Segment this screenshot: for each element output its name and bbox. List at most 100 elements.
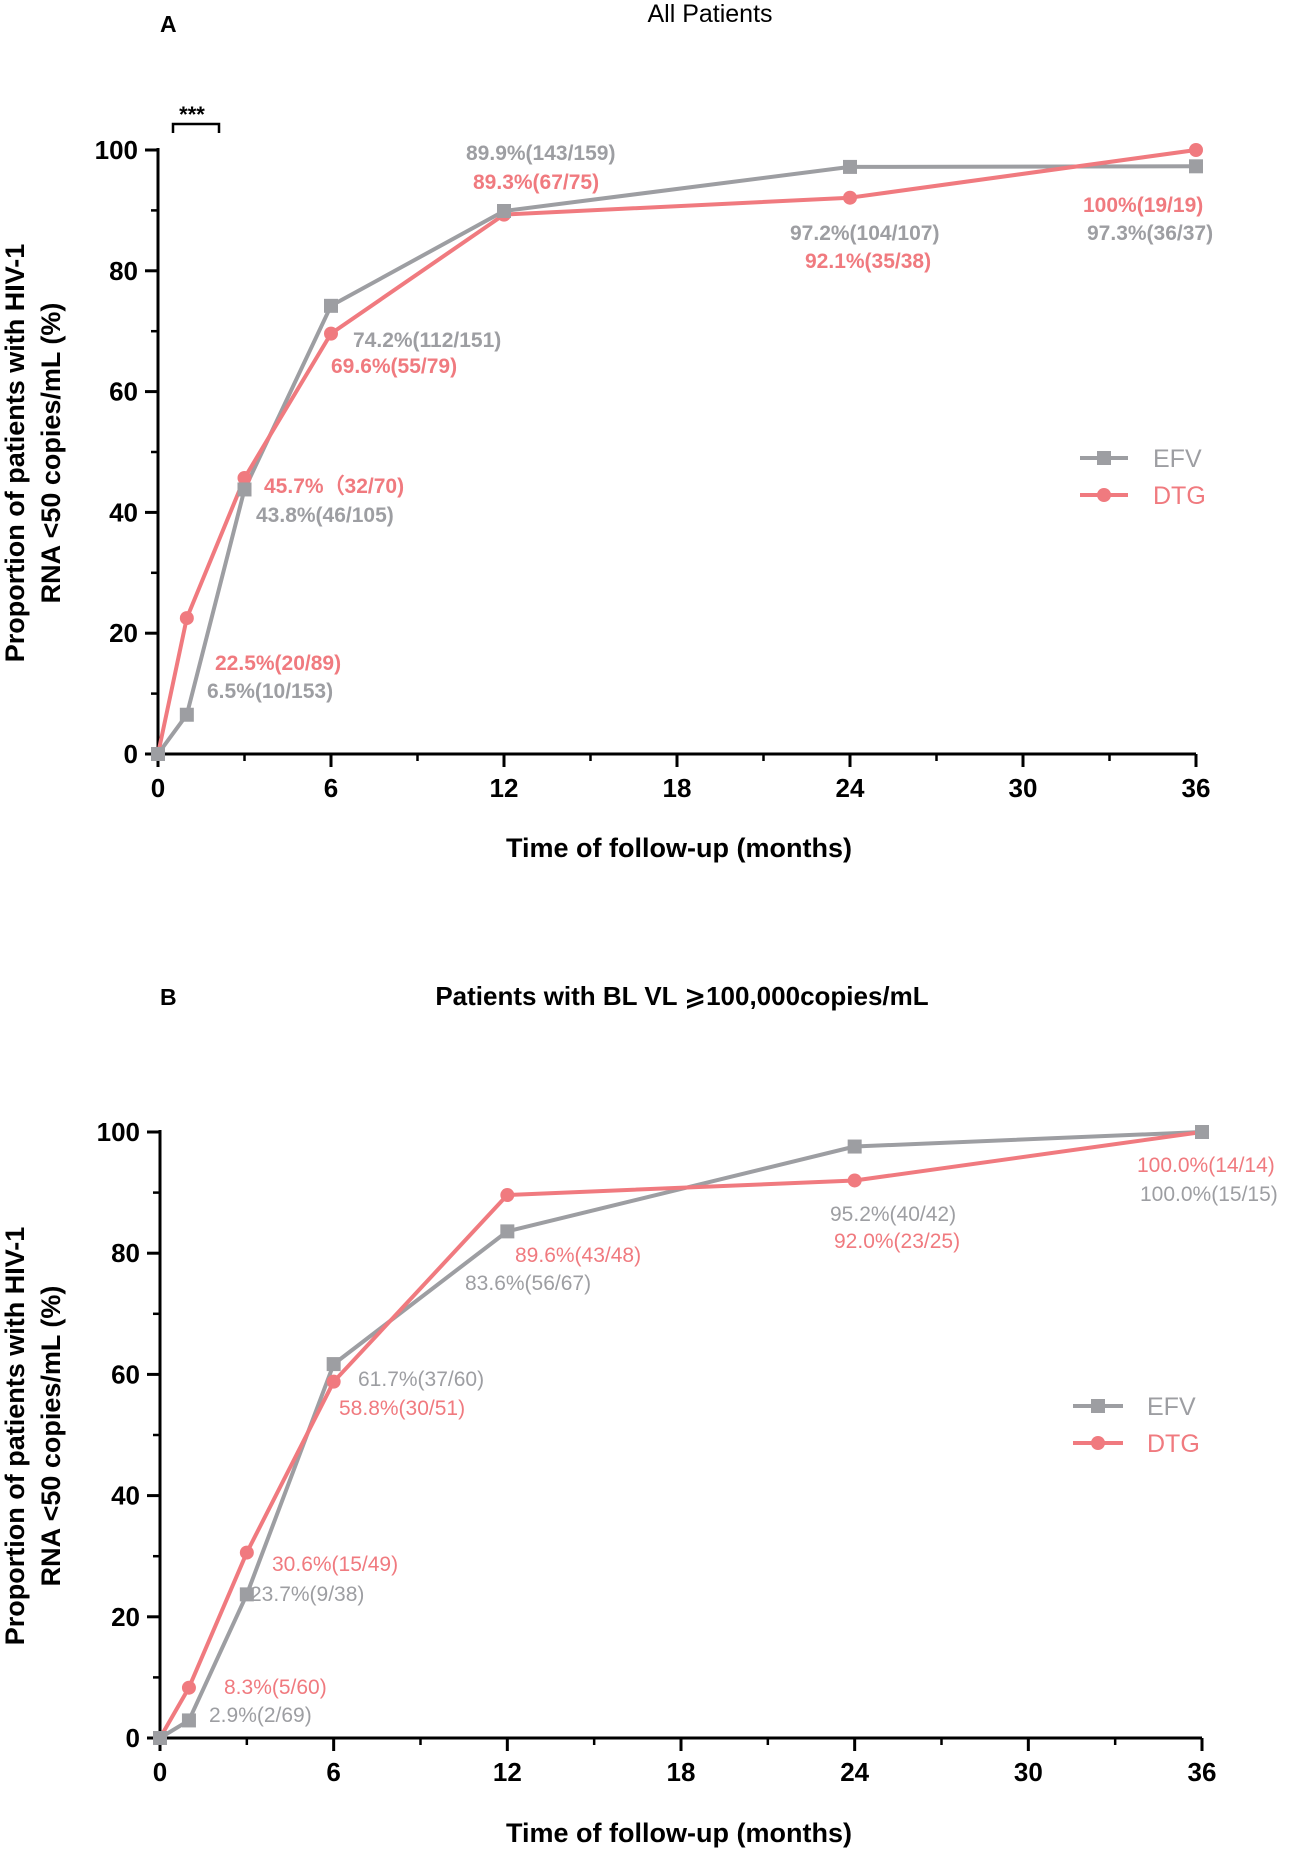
b-legend-dtg-label: DTG — [1147, 1430, 1200, 1458]
a-legend-dtg-label: DTG — [1153, 482, 1206, 510]
a-y-tick-label: 100 — [95, 135, 138, 165]
panel-a-ylabel-line1: Proportion of patients with HIV-1 — [0, 244, 30, 663]
significance-bracket — [171, 122, 221, 133]
b-x-tick-label: 30 — [1014, 1757, 1043, 1787]
panel-b-series — [158, 1130, 1203, 1740]
a-x-tick-label: 24 — [836, 773, 865, 803]
a-dtg-label-3m: 45.7%（32/70) — [264, 474, 404, 498]
panel-b-ylabel-line2: RNA <50 copies/mL (%) — [36, 1286, 66, 1587]
a-efv-label-6m: 74.2%(112/151) — [353, 329, 501, 352]
panel-b-axes: 0 6 12 18 24 30 36 0 20 40 60 80 100 — [97, 1117, 1217, 1787]
a-legend-efv-marker — [1097, 451, 1111, 465]
a-legend-dtg-marker — [1097, 488, 1111, 502]
a-efv-label-12m: 89.9%(143/159) — [466, 142, 615, 165]
a-x-tick-label: 30 — [1009, 773, 1038, 803]
b-efv-point — [847, 1139, 862, 1154]
a-efv-label-24m: 97.2%(104/107) — [790, 222, 939, 245]
a-y-tick-label: 60 — [109, 377, 138, 407]
a-efv-label-1m: 6.5%(10/153) — [207, 680, 333, 703]
b-dtg-point — [326, 1374, 341, 1389]
a-efv-point — [237, 482, 252, 497]
b-y-tick-label: 60 — [111, 1359, 140, 1389]
a-dtg-point — [843, 190, 857, 205]
b-efv-point — [1195, 1125, 1209, 1139]
b-y-tick-label: 20 — [111, 1602, 140, 1632]
b-efv-point — [239, 1587, 254, 1602]
panel-a-markers — [151, 143, 1203, 761]
panel-a: A All Patients Proportion of patients wi… — [0, 0, 1213, 863]
a-x-tick-label: 36 — [1182, 773, 1211, 803]
a-dtg-label-24m: 92.1%(35/38) — [805, 250, 931, 273]
a-y-tick-label: 0 — [124, 739, 138, 769]
b-dtg-label-24m: 92.0%(23/25) — [834, 1230, 960, 1253]
a-efv-point — [1189, 159, 1203, 174]
b-x-tick-label: 12 — [493, 1757, 522, 1787]
panel-b-letter: B — [160, 984, 177, 1010]
b-dtg-line — [158, 1130, 1203, 1739]
b-dtg-point — [500, 1188, 515, 1203]
a-efv-point — [324, 298, 338, 313]
a-dtg-point — [1189, 143, 1203, 157]
a-dtg-point — [324, 326, 338, 341]
b-y-tick-label: 0 — [126, 1723, 140, 1753]
a-dtg-point — [237, 470, 252, 485]
panel-a-letter: A — [160, 11, 177, 37]
panel-a-title: All Patients — [647, 0, 772, 28]
panel-b-dtg-annotations: 8.3%(5/60) 30.6%(15/49) 58.8%(30/51) 89.… — [224, 1154, 1275, 1699]
a-x-tick-label: 6 — [324, 773, 338, 803]
panel-a-efv-annotations: 6.5%(10/153) 43.8%(46/105) 74.2%(112/151… — [207, 142, 1213, 703]
b-dtg-label-12m: 89.6%(43/48) — [515, 1244, 641, 1267]
b-efv-label-6m: 61.7%(37/60) — [358, 1368, 484, 1391]
panel-a-axes: 0 6 12 18 24 30 36 0 20 40 60 80 100 — [95, 135, 1211, 803]
a-y-tick-label: 20 — [109, 618, 138, 648]
b-legend-dtg-marker — [1091, 1436, 1105, 1450]
a-dtg-label-1m: 22.5%(20/89) — [215, 652, 341, 675]
b-y-tick-label: 100 — [97, 1117, 140, 1147]
b-dtg-label-1m: 8.3%(5/60) — [224, 1676, 327, 1699]
b-x-tick-label: 36 — [1188, 1757, 1217, 1787]
b-x-tick-label: 24 — [840, 1757, 869, 1787]
a-dtg-point — [179, 611, 194, 626]
b-y-tick-label: 40 — [111, 1481, 140, 1511]
b-x-tick-label: 0 — [153, 1757, 167, 1787]
b-dtg-label-3m: 30.6%(15/49) — [272, 1553, 398, 1576]
b-efv-line — [158, 1130, 1203, 1740]
a-y-tick-label: 40 — [109, 497, 138, 527]
a-efv-label-36m: 97.3%(36/37) — [1087, 222, 1213, 245]
a-x-tick-label: 18 — [663, 773, 692, 803]
b-efv-label-12m: 83.6%(56/67) — [465, 1272, 591, 1295]
a-efv-point — [843, 159, 857, 174]
b-x-tick-label: 6 — [326, 1757, 340, 1787]
b-efv-label-36m: 100.0%(15/15) — [1140, 1183, 1278, 1206]
b-efv-point — [181, 1713, 196, 1728]
a-dtg-label-12m: 89.3%(67/75) — [473, 171, 599, 194]
b-dtg-label-6m: 58.8%(30/51) — [339, 1397, 465, 1420]
a-dtg-label-36m: 100%(19/19) — [1083, 194, 1203, 217]
panel-b-efv-annotations: 2.9%(2/69) 23.7%(9/38) 61.7%(37/60) 83.6… — [209, 1183, 1278, 1727]
significance-label: *** — [179, 102, 205, 127]
b-dtg-label-36m: 100.0%(14/14) — [1137, 1154, 1275, 1177]
panel-b-markers — [153, 1125, 1209, 1745]
panel-b-xlabel: Time of follow-up (months) — [506, 1818, 852, 1848]
a-efv-point — [497, 204, 511, 219]
b-legend-efv-label: EFV — [1147, 1393, 1196, 1421]
a-x-tick-label: 0 — [151, 773, 165, 803]
panel-a-ylabel-line2: RNA <50 copies/mL (%) — [36, 303, 66, 604]
panel-b-title: Patients with BL VL ⩾100,000copies/mL — [435, 981, 928, 1011]
panel-b: B Patients with BL VL ⩾100,000copies/mL … — [0, 981, 1278, 1848]
panel-a-xlabel: Time of follow-up (months) — [506, 833, 852, 863]
b-dtg-point — [181, 1680, 196, 1695]
a-y-tick-label: 80 — [109, 256, 138, 286]
panel-b-legend: EFV DTG — [1073, 1393, 1200, 1458]
a-efv-label-3m: 43.8%(46/105) — [256, 504, 394, 527]
a-x-tick-label: 12 — [490, 773, 519, 803]
a-dtg-label-6m: 69.6%(55/79) — [331, 355, 457, 378]
b-efv-label-1m: 2.9%(2/69) — [209, 1704, 312, 1727]
b-efv-label-24m: 95.2%(40/42) — [830, 1203, 956, 1226]
b-y-tick-label: 80 — [111, 1238, 140, 1268]
b-efv-label-3m: 23.7%(9/38) — [250, 1583, 364, 1606]
panel-a-dtg-annotations: 22.5%(20/89) 45.7%（32/70) 69.6%(55/79) 8… — [215, 171, 1203, 675]
a-efv-point — [151, 747, 165, 761]
b-efv-point — [500, 1224, 515, 1239]
